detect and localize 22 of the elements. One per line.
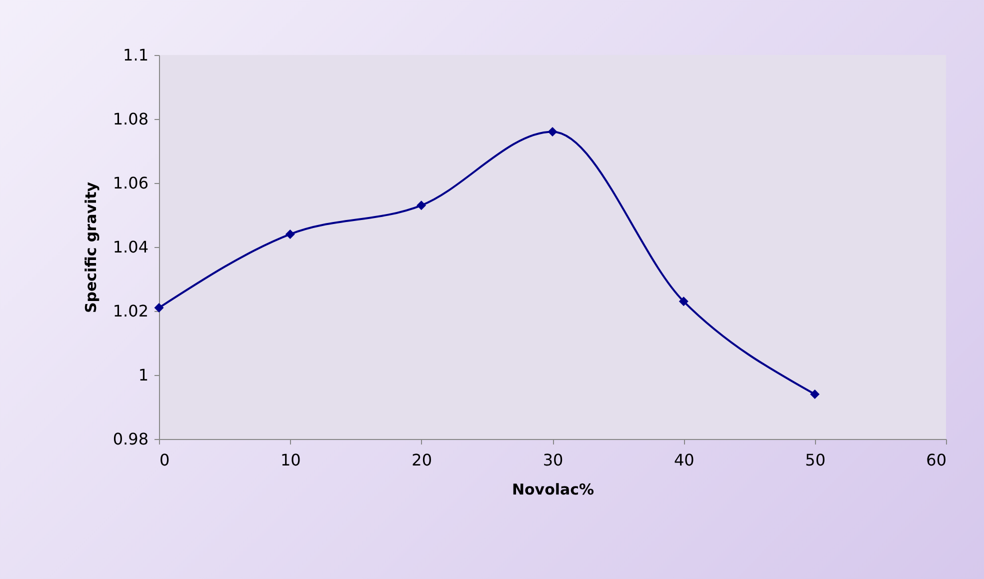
x-tick-label: 0 — [160, 450, 170, 470]
point — [285, 229, 295, 239]
y-tick-label: 0.98 — [112, 430, 148, 448]
y-tick-label: 1.1 — [123, 46, 148, 64]
x-axis-title: Novolac% — [512, 480, 594, 498]
x-tick-label: 10 — [280, 450, 301, 470]
point — [678, 296, 688, 306]
x-tick-label: 50 — [805, 450, 826, 470]
point — [416, 200, 426, 210]
point — [810, 389, 820, 399]
x-tick-label: 30 — [542, 450, 564, 470]
y-tick-label: 1.08 — [112, 110, 148, 128]
y-tick-label: 1.06 — [112, 174, 148, 192]
point — [154, 303, 164, 313]
y-tick-label: 1.04 — [112, 238, 148, 256]
point — [548, 127, 558, 137]
x-tick-label: 40 — [674, 450, 694, 470]
y-axis-title: Specific gravity — [82, 182, 100, 314]
x-tick-label: 20 — [412, 450, 432, 470]
y-tick-label: 1.02 — [112, 302, 148, 320]
x-tick-label: 60 — [926, 450, 946, 470]
y-tick-label: 1 — [138, 366, 148, 384]
